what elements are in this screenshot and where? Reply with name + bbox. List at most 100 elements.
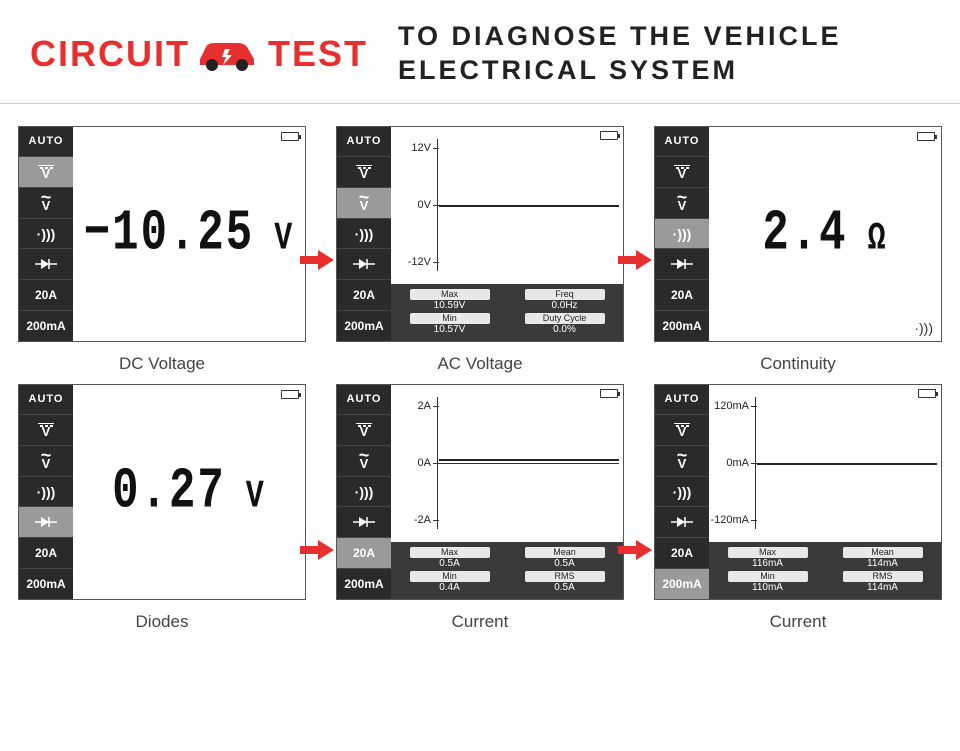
sidebar-item-4[interactable] — [655, 507, 709, 538]
display-area: 120mA0mA-120mAMax116mAMean114mAMin110mAR… — [709, 385, 941, 599]
stat-value: 110mA — [752, 582, 783, 593]
y-label: 120mA — [714, 400, 749, 412]
sidebar-item-0[interactable]: AUTO — [655, 385, 709, 416]
continuity-icon: ·))) — [673, 226, 692, 242]
sidebar-item-6[interactable]: 200mA — [337, 311, 391, 341]
screen-cell: AUTOV~V·)))20A200mA2.4 Ω·)))Continuity — [654, 126, 942, 374]
sidebar-item-6[interactable]: 200mA — [337, 569, 391, 599]
caption: AC Voltage — [437, 354, 522, 374]
sidebar-item-6[interactable]: 200mA — [19, 311, 73, 341]
sidebar-item-2[interactable]: ~V — [337, 188, 391, 219]
stat: Min0.4A — [396, 571, 503, 593]
sidebar-item-1[interactable]: V — [337, 157, 391, 188]
logo-test-text: TEST — [268, 33, 368, 75]
sidebar-item-5[interactable]: 20A — [19, 280, 73, 311]
diode-icon — [671, 516, 693, 528]
sidebar-item-4[interactable] — [19, 249, 73, 280]
sidebar-item-0[interactable]: AUTO — [19, 385, 73, 416]
sidebar-item-3[interactable]: ·))) — [19, 219, 73, 250]
200ma-label: 200mA — [344, 577, 383, 591]
logo-circuit-text: CIRCUIT — [30, 33, 190, 75]
sidebar-item-0[interactable]: AUTO — [337, 385, 391, 416]
sidebar-item-6[interactable]: 200mA — [655, 569, 709, 599]
dc-voltage-icon: V — [36, 165, 56, 179]
display-area: 2A0A-2AMax0.5AMean0.5AMin0.4ARMS0.5A — [391, 385, 623, 599]
plot: 120mA0mA-120mA — [709, 385, 941, 542]
sidebar-item-4[interactable] — [337, 507, 391, 538]
battery-icon — [281, 390, 299, 399]
caption: Diodes — [136, 612, 189, 632]
sidebar-item-2[interactable]: ~V — [19, 446, 73, 477]
sidebar-item-1[interactable]: V — [655, 157, 709, 188]
sidebar-item-3[interactable]: ·))) — [655, 219, 709, 250]
logo: CIRCUIT TEST — [30, 33, 368, 75]
auto-label: AUTO — [347, 135, 382, 147]
sidebar: AUTO V ~V·))) 20A 200mA — [337, 127, 391, 341]
sidebar-item-5[interactable]: 20A — [655, 538, 709, 569]
stat-label: RMS — [843, 571, 923, 582]
stat: RMS0.5A — [511, 571, 618, 593]
sidebar-item-6[interactable]: 200mA — [19, 569, 73, 599]
sidebar: AUTOV~V ·))) 20A 200mA — [655, 127, 709, 341]
dc-voltage-icon: V — [354, 165, 374, 179]
20a-label: 20A — [671, 288, 693, 302]
sidebar-item-4[interactable] — [19, 507, 73, 538]
sidebar-item-2[interactable]: ~V — [19, 188, 73, 219]
y-label: 0A — [418, 457, 431, 469]
sidebar-item-5[interactable]: 20A — [337, 538, 391, 569]
display-area: 0.27 V — [73, 385, 305, 599]
stat-value: 0.5A — [554, 558, 575, 569]
sidebar-item-6[interactable]: 200mA — [655, 311, 709, 341]
sidebar-item-3[interactable]: ·))) — [337, 477, 391, 508]
stat-label: Min — [728, 571, 808, 582]
signal-icon: ·))) — [914, 320, 933, 336]
display-area: −10.25 V — [73, 127, 305, 341]
stat: Max10.59V — [396, 289, 503, 311]
battery-icon — [600, 131, 618, 140]
stat-value: 10.59V — [434, 300, 466, 311]
headline: TO DIAGNOSE THE VEHICLE ELECTRICAL SYSTE… — [398, 20, 842, 88]
stat-label: Max — [728, 547, 808, 558]
stat: RMS114mA — [829, 571, 936, 593]
ac-voltage-icon: ~V — [677, 452, 688, 469]
sidebar-item-3[interactable]: ·))) — [655, 477, 709, 508]
sidebar-item-1[interactable]: V — [655, 415, 709, 446]
sidebar-item-5[interactable]: 20A — [19, 538, 73, 569]
sidebar-item-1[interactable]: V — [19, 157, 73, 188]
display-area: 12V0V-12VMax10.59VFreq0.0HzMin10.57VDuty… — [391, 127, 623, 341]
sidebar-item-5[interactable]: 20A — [655, 280, 709, 311]
trace-line — [757, 463, 937, 465]
sidebar-item-1[interactable]: V — [337, 415, 391, 446]
sidebar-item-0[interactable]: AUTO — [337, 127, 391, 158]
sidebar-item-0[interactable]: AUTO — [19, 127, 73, 158]
sidebar-item-2[interactable]: ~V — [337, 446, 391, 477]
battery-icon — [918, 389, 936, 398]
sidebar-item-0[interactable]: AUTO — [655, 127, 709, 158]
sidebar-item-3[interactable]: ·))) — [337, 219, 391, 250]
diode-icon — [353, 258, 375, 270]
stat-value: 0.0% — [553, 324, 576, 335]
reading: −10.25 V — [84, 201, 294, 266]
ac-voltage-icon: ~V — [41, 194, 52, 211]
sidebar-item-5[interactable]: 20A — [337, 280, 391, 311]
stat-label: Freq — [525, 289, 605, 300]
sidebar-item-4[interactable] — [337, 249, 391, 280]
sidebar-item-4[interactable] — [655, 249, 709, 280]
plot: 2A0A-2A — [391, 385, 623, 542]
diode-icon — [35, 516, 57, 528]
device-screen: AUTOV~V·)))20A200mA12V0V-12VMax10.59VFre… — [336, 126, 624, 342]
sidebar-item-3[interactable]: ·))) — [19, 477, 73, 508]
stat-value: 10.57V — [434, 324, 466, 335]
device-screen: AUTOV~V·)))20A200mA2.4 Ω·))) — [654, 126, 942, 342]
sidebar-item-2[interactable]: ~V — [655, 446, 709, 477]
auto-label: AUTO — [665, 393, 700, 405]
device-screen: AUTOV~V·)))20A200mA120mA0mA-120mAMax116m… — [654, 384, 942, 600]
200ma-label: 200mA — [344, 319, 383, 333]
sidebar-item-1[interactable]: V — [19, 415, 73, 446]
caption: DC Voltage — [119, 354, 205, 374]
ac-voltage-icon: ~V — [41, 452, 52, 469]
200ma-label: 200mA — [26, 319, 65, 333]
reading: 0.27 V — [112, 459, 266, 524]
sidebar-item-2[interactable]: ~V — [655, 188, 709, 219]
auto-label: AUTO — [29, 393, 64, 405]
